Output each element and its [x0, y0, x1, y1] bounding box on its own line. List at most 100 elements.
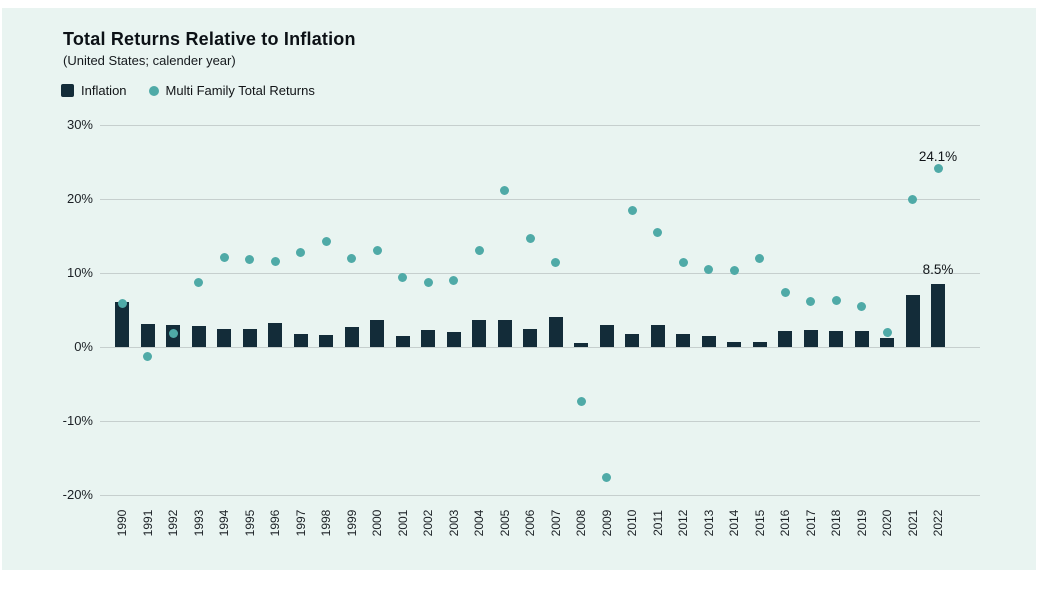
return-dot-1992 [168, 329, 178, 339]
x-axis-year-label-1991: 1991 [140, 509, 155, 537]
x-axis-year-label-2015: 2015 [752, 509, 767, 537]
return-dot-2004 [474, 245, 484, 255]
x-axis-year-label-2001: 2001 [395, 509, 410, 537]
inflation-bar-2010 [625, 333, 639, 347]
inflation-bar-2004 [472, 320, 486, 347]
return-dot-2022 [933, 164, 943, 174]
inflation-bar-1994 [217, 328, 231, 347]
y-axis-tick-label: 10% [66, 265, 93, 280]
y-axis-tick-label: 20% [66, 191, 93, 206]
return-dot-1996 [270, 256, 280, 266]
annotation-2022-inflation: 8.5% [922, 262, 954, 278]
return-dot-1995 [245, 255, 254, 265]
x-axis-year-label-1993: 1993 [191, 509, 206, 537]
return-dot-2020 [882, 327, 892, 337]
inflation-bar-1998 [319, 335, 333, 347]
x-axis-year-label-1997: 1997 [293, 509, 308, 537]
legend: Inflation Multi Family Total Returns [61, 83, 315, 98]
inflation-bar-2014 [727, 341, 741, 347]
return-dot-2008 [576, 396, 586, 406]
inflation-bar-2007 [548, 316, 563, 347]
x-axis-year-label-2017: 2017 [803, 509, 818, 537]
x-axis-year-label-2004: 2004 [472, 509, 486, 537]
return-dot-2003 [449, 275, 458, 285]
x-axis-year-label-1999: 1999 [344, 509, 359, 537]
inflation-bar-2000 [370, 320, 384, 347]
x-axis-year-label-1998: 1998 [319, 509, 333, 537]
x-axis-year-label-1992: 1992 [166, 509, 180, 537]
inflation-bar-2012 [676, 333, 690, 347]
inflation-swatch-icon [61, 84, 74, 97]
x-axis-year-label-2018: 2018 [829, 509, 843, 537]
inflation-bar-2020 [880, 338, 894, 347]
y-axis-tick-label: -10% [62, 413, 93, 428]
inflation-bar-2018 [829, 331, 843, 347]
inflation-bar-2013 [701, 335, 716, 347]
return-dot-2002 [423, 278, 433, 288]
y-axis-tick-label: -20% [62, 487, 93, 502]
x-axis-year-label-1994: 1994 [217, 509, 231, 537]
inflation-bar-1990 [115, 301, 129, 347]
y-axis-tick-label: 0% [74, 339, 93, 354]
annotation-2022-return: 24.1% [918, 148, 958, 164]
x-axis-year-label-2020: 2020 [880, 509, 894, 537]
legend-label-multifamily: Multi Family Total Returns [165, 83, 315, 98]
inflation-bar-2019 [854, 330, 869, 347]
x-axis-year-label-2016: 2016 [778, 509, 792, 537]
inflation-bar-2016 [778, 330, 792, 347]
inflation-bar-1996 [268, 322, 282, 347]
chart-title: Total Returns Relative to Inflation [63, 29, 356, 49]
inflation-bar-2017 [803, 329, 818, 347]
x-axis-year-label-2022: 2022 [931, 509, 945, 537]
legend-item-inflation: Inflation [61, 83, 127, 98]
inflation-bar-2002 [421, 329, 435, 347]
inflation-bar-1991 [140, 324, 155, 347]
return-dot-2001 [398, 272, 407, 282]
return-dot-1997 [296, 247, 305, 257]
chart-subtitle: (United States; calender year) [63, 53, 236, 68]
gridline-10% [100, 272, 980, 274]
return-dot-1999 [347, 254, 356, 264]
x-axis-year-label-2002: 2002 [421, 509, 435, 537]
x-axis-year-label-2005: 2005 [497, 509, 512, 537]
x-axis-year-label-1996: 1996 [268, 509, 282, 537]
return-dot-2012 [678, 258, 688, 268]
return-dot-2006 [525, 234, 535, 244]
inflation-bar-2003 [446, 332, 461, 347]
return-dot-1991 [143, 352, 152, 362]
inflation-bar-1993 [191, 325, 206, 347]
x-axis-year-label-2013: 2013 [701, 509, 716, 537]
return-dot-2015 [755, 253, 764, 263]
return-dot-1998 [321, 236, 331, 246]
x-axis-year-label-1995: 1995 [242, 509, 257, 537]
x-axis-year-label-2003: 2003 [446, 509, 461, 537]
x-axis-year-label-2019: 2019 [854, 509, 869, 537]
gridline--20% [100, 494, 980, 496]
return-dot-1990 [117, 298, 127, 308]
inflation-bar-2011 [650, 324, 665, 347]
inflation-bar-2005 [497, 320, 512, 347]
gridline-0% [100, 346, 980, 348]
x-axis-year-label-1990: 1990 [115, 509, 129, 537]
inflation-bar-2021 [905, 295, 920, 347]
x-axis-year-label-2021: 2021 [905, 509, 920, 537]
x-axis-year-label-2006: 2006 [523, 509, 537, 537]
return-dot-2007 [551, 258, 560, 268]
x-axis-year-label-2010: 2010 [625, 509, 639, 537]
inflation-bar-2008 [574, 343, 588, 347]
return-dot-2011 [653, 227, 662, 237]
return-dot-2017 [806, 296, 815, 306]
inflation-bar-2015 [752, 341, 767, 347]
x-axis-year-label-2011: 2011 [650, 510, 665, 536]
return-dot-2005 [500, 186, 509, 196]
x-axis-year-label-2007: 2007 [548, 509, 563, 537]
inflation-bar-2009 [599, 324, 614, 347]
gridline-30% [100, 124, 980, 126]
return-dot-2010 [627, 206, 637, 216]
return-dot-2009 [602, 473, 611, 483]
inflation-bar-1999 [344, 327, 359, 347]
legend-item-multifamily: Multi Family Total Returns [148, 83, 315, 98]
return-dot-2000 [372, 246, 382, 256]
return-dot-2013 [704, 264, 713, 274]
